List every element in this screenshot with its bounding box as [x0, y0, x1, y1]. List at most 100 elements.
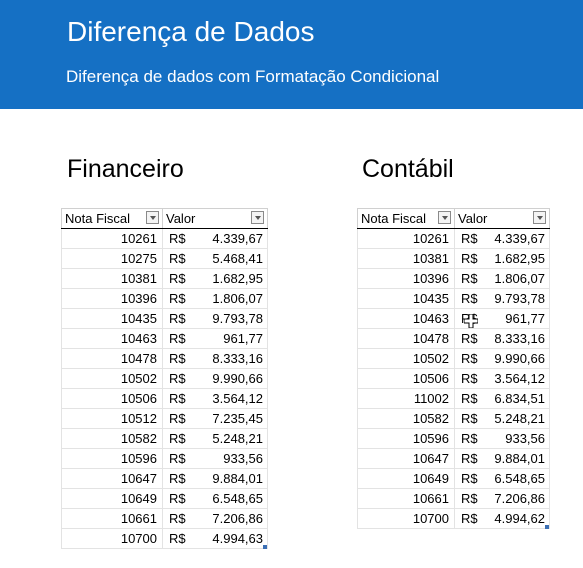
nota-fiscal-cell[interactable]: 10700	[357, 508, 455, 529]
valor-cell[interactable]: R$ 9.793,78	[162, 308, 268, 329]
valor-cell[interactable]: R$ 8.333,16	[454, 328, 550, 349]
column-header-nota-fiscal[interactable]: Nota Fiscal	[61, 208, 163, 229]
column-header-nota-fiscal[interactable]: Nota Fiscal	[357, 208, 455, 229]
nota-fiscal-cell[interactable]: 10647	[357, 448, 455, 469]
valor-cell[interactable]: R$ 1.682,95	[454, 248, 550, 269]
nota-fiscal-cell[interactable]: 10261	[357, 228, 455, 249]
valor-cell[interactable]: R$961,77	[162, 328, 268, 349]
valor-cell[interactable]: R$ 5.248,21	[454, 408, 550, 429]
nota-fiscal-cell[interactable]: 10478	[61, 348, 163, 369]
valor-cell[interactable]: R$ 4.994,62	[454, 508, 550, 529]
table-resize-handle[interactable]	[263, 545, 267, 549]
valor-cell[interactable]: R$ 9.793,78	[454, 288, 550, 309]
nota-fiscal-cell[interactable]: 10700	[61, 528, 163, 549]
valor-cell[interactable]: R$ 6.548,65	[162, 488, 268, 509]
nota-fiscal-cell[interactable]: 10596	[61, 448, 163, 469]
nota-fiscal-cell[interactable]: 10661	[61, 508, 163, 529]
valor-amount: 9.793,78	[212, 311, 263, 326]
filter-dropdown-icon[interactable]	[146, 211, 159, 224]
valor-cell[interactable]: R$ 1.806,07	[454, 268, 550, 289]
nota-fiscal-cell[interactable]: 10381	[61, 268, 163, 289]
valor-amount: 5.468,41	[212, 251, 263, 266]
currency-symbol: R$	[169, 511, 186, 526]
valor-cell[interactable]: R$ 9.884,01	[454, 448, 550, 469]
column-header-valor[interactable]: Valor	[162, 208, 268, 229]
nota-fiscal-cell[interactable]: 10582	[61, 428, 163, 449]
table-row: 10596 R$ 933,56	[61, 448, 268, 469]
valor-cell[interactable]: R$ 6.548,65	[454, 468, 550, 489]
nota-fiscal-cell[interactable]: 10478	[357, 328, 455, 349]
valor-cell[interactable]: R$ 9.990,66	[454, 348, 550, 369]
nota-fiscal-cell[interactable]: 10512	[61, 408, 163, 429]
nota-fiscal-cell[interactable]: 11002	[357, 388, 455, 409]
nota-fiscal-cell[interactable]: 10582	[357, 408, 455, 429]
valor-cell[interactable]: R$ 6.834,51	[454, 388, 550, 409]
table-row: 10502 R$ 9.990,66	[61, 368, 268, 389]
column-header-valor[interactable]: Valor	[454, 208, 550, 229]
nota-fiscal-cell[interactable]: 10502	[61, 368, 163, 389]
nota-fiscal-cell[interactable]: 10381	[357, 248, 455, 269]
table-row: 10512 R$ 7.235,45	[61, 408, 268, 429]
nota-fiscal-cell[interactable]: 10647	[61, 468, 163, 489]
table-row: 10381 R$ 1.682,95	[357, 248, 550, 269]
page-title: Diferença de Dados	[67, 16, 315, 47]
table-row: 10478 R$ 8.333,16	[357, 328, 550, 349]
nota-fiscal-cell[interactable]: 10435	[61, 308, 163, 329]
valor-cell[interactable]: R$ 3.564,12	[454, 368, 550, 389]
valor-cell[interactable]: R$ 4.339,67	[162, 228, 268, 249]
nota-fiscal-cell[interactable]: 10396	[61, 288, 163, 309]
valor-amount: 4.994,63	[212, 531, 263, 546]
valor-cell[interactable]: R$ 1.682,95	[162, 268, 268, 289]
nota-fiscal-cell[interactable]: 10661	[357, 488, 455, 509]
nota-fiscal-cell[interactable]: 10463	[61, 328, 163, 349]
nota-fiscal-cell[interactable]: 10396	[357, 268, 455, 289]
contabil-table[interactable]: Nota Fiscal Valor 10261 R$ 4.339,67 10381 R$…	[357, 208, 550, 529]
nota-fiscal-cell[interactable]: 10435	[357, 288, 455, 309]
valor-cell[interactable]: R$ 3.564,12	[162, 388, 268, 409]
nota-fiscal-cell[interactable]: 10506	[61, 388, 163, 409]
table-row: 10261 R$ 4.339,67	[357, 228, 550, 249]
table-row: 10463 R$ 961,77	[61, 328, 268, 349]
nota-fiscal-cell[interactable]: 10649	[61, 488, 163, 509]
nota-fiscal-cell[interactable]: 10649	[357, 468, 455, 489]
nota-fiscal-cell[interactable]: 10506	[357, 368, 455, 389]
column-header-label: Valor	[166, 211, 196, 226]
header-banner: Diferença de Dados Diferença de dados co…	[0, 0, 583, 109]
valor-amount: 8.333,16	[494, 331, 545, 346]
filter-dropdown-icon[interactable]	[438, 211, 451, 224]
financeiro-table[interactable]: Nota Fiscal Valor 10261 R$ 4.339,67 10275 R$…	[61, 208, 268, 549]
valor-amount: 9.793,78	[494, 291, 545, 306]
valor-cell[interactable]: R$ 9.884,01	[162, 468, 268, 489]
valor-amount: 9.990,66	[212, 371, 263, 386]
nota-fiscal-cell[interactable]: 10275	[61, 248, 163, 269]
table-row: 10261 R$ 4.339,67	[61, 228, 268, 249]
valor-cell[interactable]: R$ 1.806,07	[162, 288, 268, 309]
currency-symbol: R$	[169, 231, 186, 246]
nota-fiscal-cell[interactable]: 10596	[357, 428, 455, 449]
column-header-label: Nota Fiscal	[65, 211, 131, 226]
valor-cell[interactable]: R$ 7.206,86	[454, 488, 550, 509]
valor-amount: 7.206,86	[494, 491, 545, 506]
nota-fiscal-cell[interactable]: 10463	[357, 308, 455, 329]
valor-cell[interactable]: R$ 8.333,16	[162, 348, 268, 369]
valor-cell[interactable]: R$ 5.248,21	[162, 428, 268, 449]
valor-cell[interactable]: R$ 9.990,66	[162, 368, 268, 389]
valor-cell[interactable]: R$ 933,56	[454, 428, 550, 449]
table-row: 10381 R$ 1.682,95	[61, 268, 268, 289]
valor-cell[interactable]: R$ 4.994,63	[162, 528, 268, 549]
valor-amount: 1.806,07	[212, 291, 263, 306]
table-resize-handle[interactable]	[545, 525, 549, 529]
valor-cell[interactable]: R$ 5.468,41	[162, 248, 268, 269]
filter-dropdown-icon[interactable]	[533, 211, 546, 224]
valor-cell[interactable]: R$ 4.339,67	[454, 228, 550, 249]
valor-cell[interactable]: R$ 933,56	[162, 448, 268, 469]
valor-cell[interactable]: R$ 7.235,45	[162, 408, 268, 429]
valor-cell[interactable]: R$ 7.206,86	[162, 508, 268, 529]
page-subtitle: Diferença de dados com Formatação Condic…	[66, 67, 440, 86]
nota-fiscal-cell[interactable]: 10502	[357, 348, 455, 369]
filter-dropdown-icon[interactable]	[251, 211, 264, 224]
nota-fiscal-cell[interactable]: 10261	[61, 228, 163, 249]
table-row: 10661 R$ 7.206,86	[357, 488, 550, 509]
valor-cell[interactable]: R$961,77	[454, 308, 550, 329]
column-header-label: Valor	[458, 211, 488, 226]
